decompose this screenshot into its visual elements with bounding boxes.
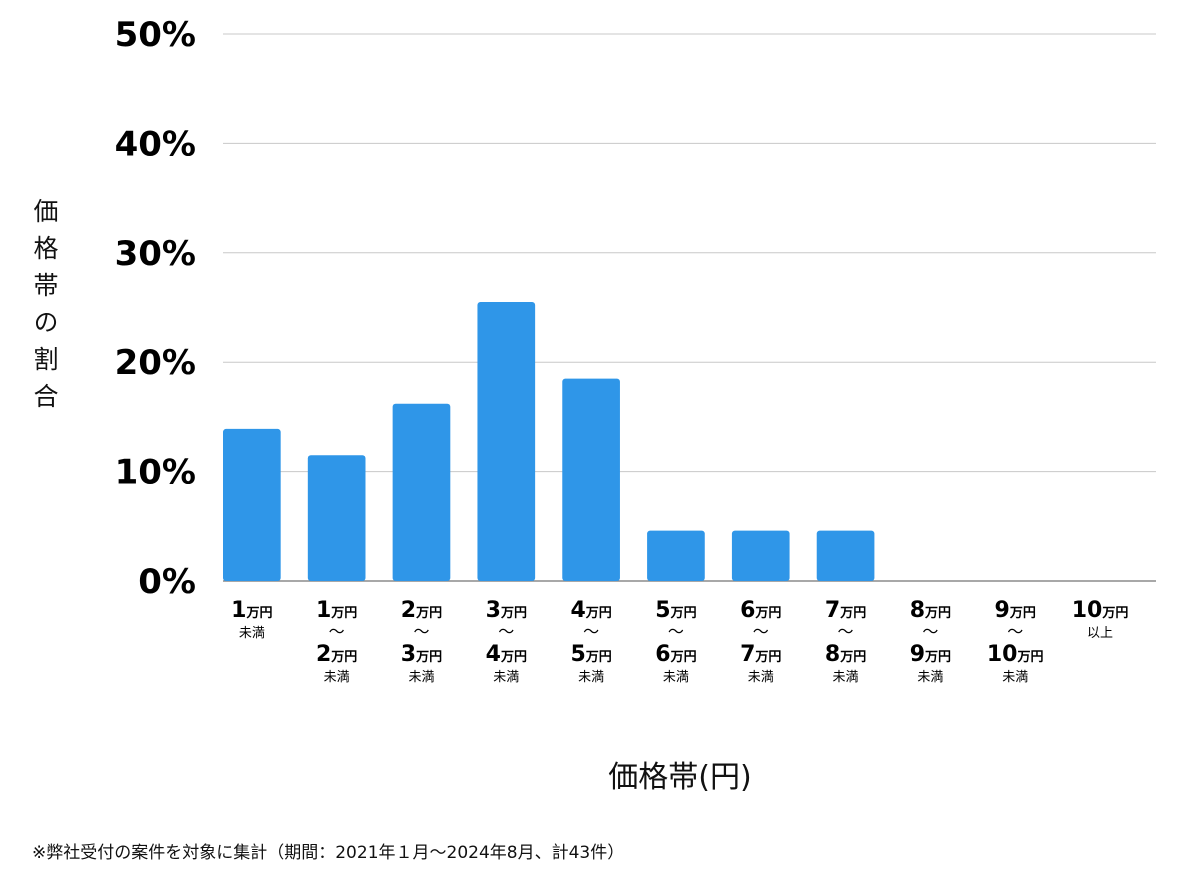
- x-tick-label: 2万円: [401, 598, 442, 623]
- x-tick-label: 8万円: [910, 598, 951, 623]
- y-tick-label: 10%: [115, 453, 196, 493]
- x-tick-label: 9万円: [910, 642, 951, 667]
- x-tick-label: 10万円: [1072, 598, 1129, 623]
- x-tick-label: 2万円: [316, 642, 357, 667]
- x-tick-label: 3万円: [486, 598, 527, 623]
- x-tick-suffix: 未満: [578, 670, 604, 685]
- x-tick-range-separator: ～: [1007, 622, 1023, 641]
- x-tick-range-separator: ～: [838, 622, 854, 641]
- x-tick-suffix: 未満: [833, 670, 859, 685]
- x-tick-label: 3万円: [401, 642, 442, 667]
- x-tick-range-separator: ～: [583, 622, 599, 641]
- x-tick-suffix: 未満: [917, 670, 943, 685]
- x-tick-label: 6万円: [655, 642, 696, 667]
- x-tick-range-separator: ～: [753, 622, 769, 641]
- y-tick-label: 20%: [115, 343, 196, 383]
- bar: [223, 428, 281, 581]
- x-tick-range-separator: ～: [668, 622, 684, 641]
- y-tick-label: 50%: [115, 15, 196, 55]
- x-tick-range-separator: ～: [413, 622, 429, 641]
- y-tick-label: 30%: [115, 234, 196, 274]
- x-tick-label: 5万円: [655, 598, 696, 623]
- x-tick-label: 9万円: [995, 598, 1036, 623]
- x-tick-suffix: 未満: [663, 670, 689, 685]
- x-tick-label: 1万円: [231, 598, 272, 623]
- y-axis-label: 価格帯の割合: [30, 198, 59, 420]
- x-tick-suffix: 未満: [239, 626, 265, 641]
- x-tick-suffix: 未満: [1002, 670, 1028, 685]
- x-tick-label: 4万円: [486, 642, 527, 667]
- x-tick-label: 1万円: [316, 598, 357, 623]
- bar: [647, 530, 705, 581]
- footnote: ※弊社受付の案件を対象に集計（期間：2021年１月～2024年8月、計43件）: [32, 843, 625, 863]
- x-tick-label: 7万円: [825, 598, 866, 623]
- x-tick-suffix: 未満: [493, 670, 519, 685]
- x-tick-suffix: 未満: [324, 670, 350, 685]
- x-tick-range-separator: ～: [329, 622, 345, 641]
- bar: [477, 302, 536, 581]
- bar: [392, 403, 451, 581]
- bar: [307, 455, 366, 581]
- x-tick-suffix: 以上: [1087, 626, 1113, 641]
- bar: [816, 530, 875, 581]
- bar: [562, 378, 620, 581]
- x-tick-suffix: 未満: [748, 670, 774, 685]
- x-tick-suffix: 未満: [408, 670, 434, 685]
- x-tick-label: 4万円: [570, 598, 611, 623]
- x-tick-label: 5万円: [570, 642, 611, 667]
- x-tick-range-separator: ～: [922, 622, 938, 641]
- y-tick-label: 0%: [138, 562, 196, 602]
- y-tick-label: 40%: [115, 124, 196, 164]
- x-tick-label: 6万円: [740, 598, 781, 623]
- x-tick-label: 8万円: [825, 642, 866, 667]
- x-tick-range-separator: ～: [498, 622, 514, 641]
- bar: [731, 530, 790, 581]
- x-tick-label: 10万円: [987, 642, 1044, 667]
- x-tick-label: 7万円: [740, 642, 781, 667]
- x-axis-label: 価格帯(円): [608, 760, 752, 795]
